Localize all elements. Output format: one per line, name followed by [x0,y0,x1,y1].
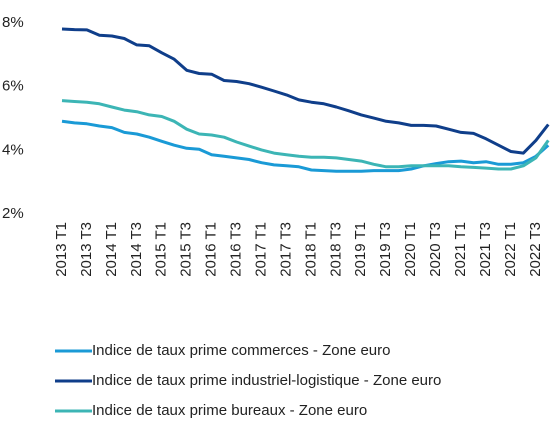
x-tick-label: 2022 T1 [502,222,519,277]
x-tick-label: 2019 T1 [352,222,369,277]
x-tick-label: 2018 T3 [327,222,344,277]
x-tick-label: 2016 T3 [228,222,245,277]
x-tick-label: 2021 T1 [452,222,469,277]
x-tick-label: 2013 T3 [78,222,95,277]
y-tick-label: 2% [2,205,24,222]
legend-label: Indice de taux prime bureaux - Zone euro [92,402,367,419]
x-tick-label: 2016 T1 [203,222,220,277]
y-tick-label: 4% [2,141,24,158]
x-tick-label: 2020 T3 [427,222,444,277]
x-tick-label: 2018 T1 [302,222,319,277]
x-tick-label: 2014 T1 [103,222,120,277]
x-tick-label: 2015 T3 [178,222,195,277]
x-tick-label: 2021 T3 [477,222,494,277]
x-tick-label: 2014 T3 [128,222,145,277]
legend-label: Indice de taux prime industriel-logistiq… [92,372,441,389]
x-tick-label: 2017 T1 [252,222,269,277]
x-tick-label: 2017 T3 [277,222,294,277]
x-tick-label: 2019 T3 [377,222,394,277]
x-tick-label: 2015 T1 [153,222,170,277]
x-tick-label: 2020 T1 [402,222,419,277]
x-tick-label: 2022 T3 [527,222,544,277]
series-line [61,27,550,155]
y-tick-label: 8% [2,14,24,31]
series-line [61,99,550,171]
series-line [61,119,550,173]
x-tick-label: 2013 T1 [53,222,70,277]
legend-label: Indice de taux prime commerces - Zone eu… [92,342,390,359]
y-tick-label: 6% [2,78,24,95]
